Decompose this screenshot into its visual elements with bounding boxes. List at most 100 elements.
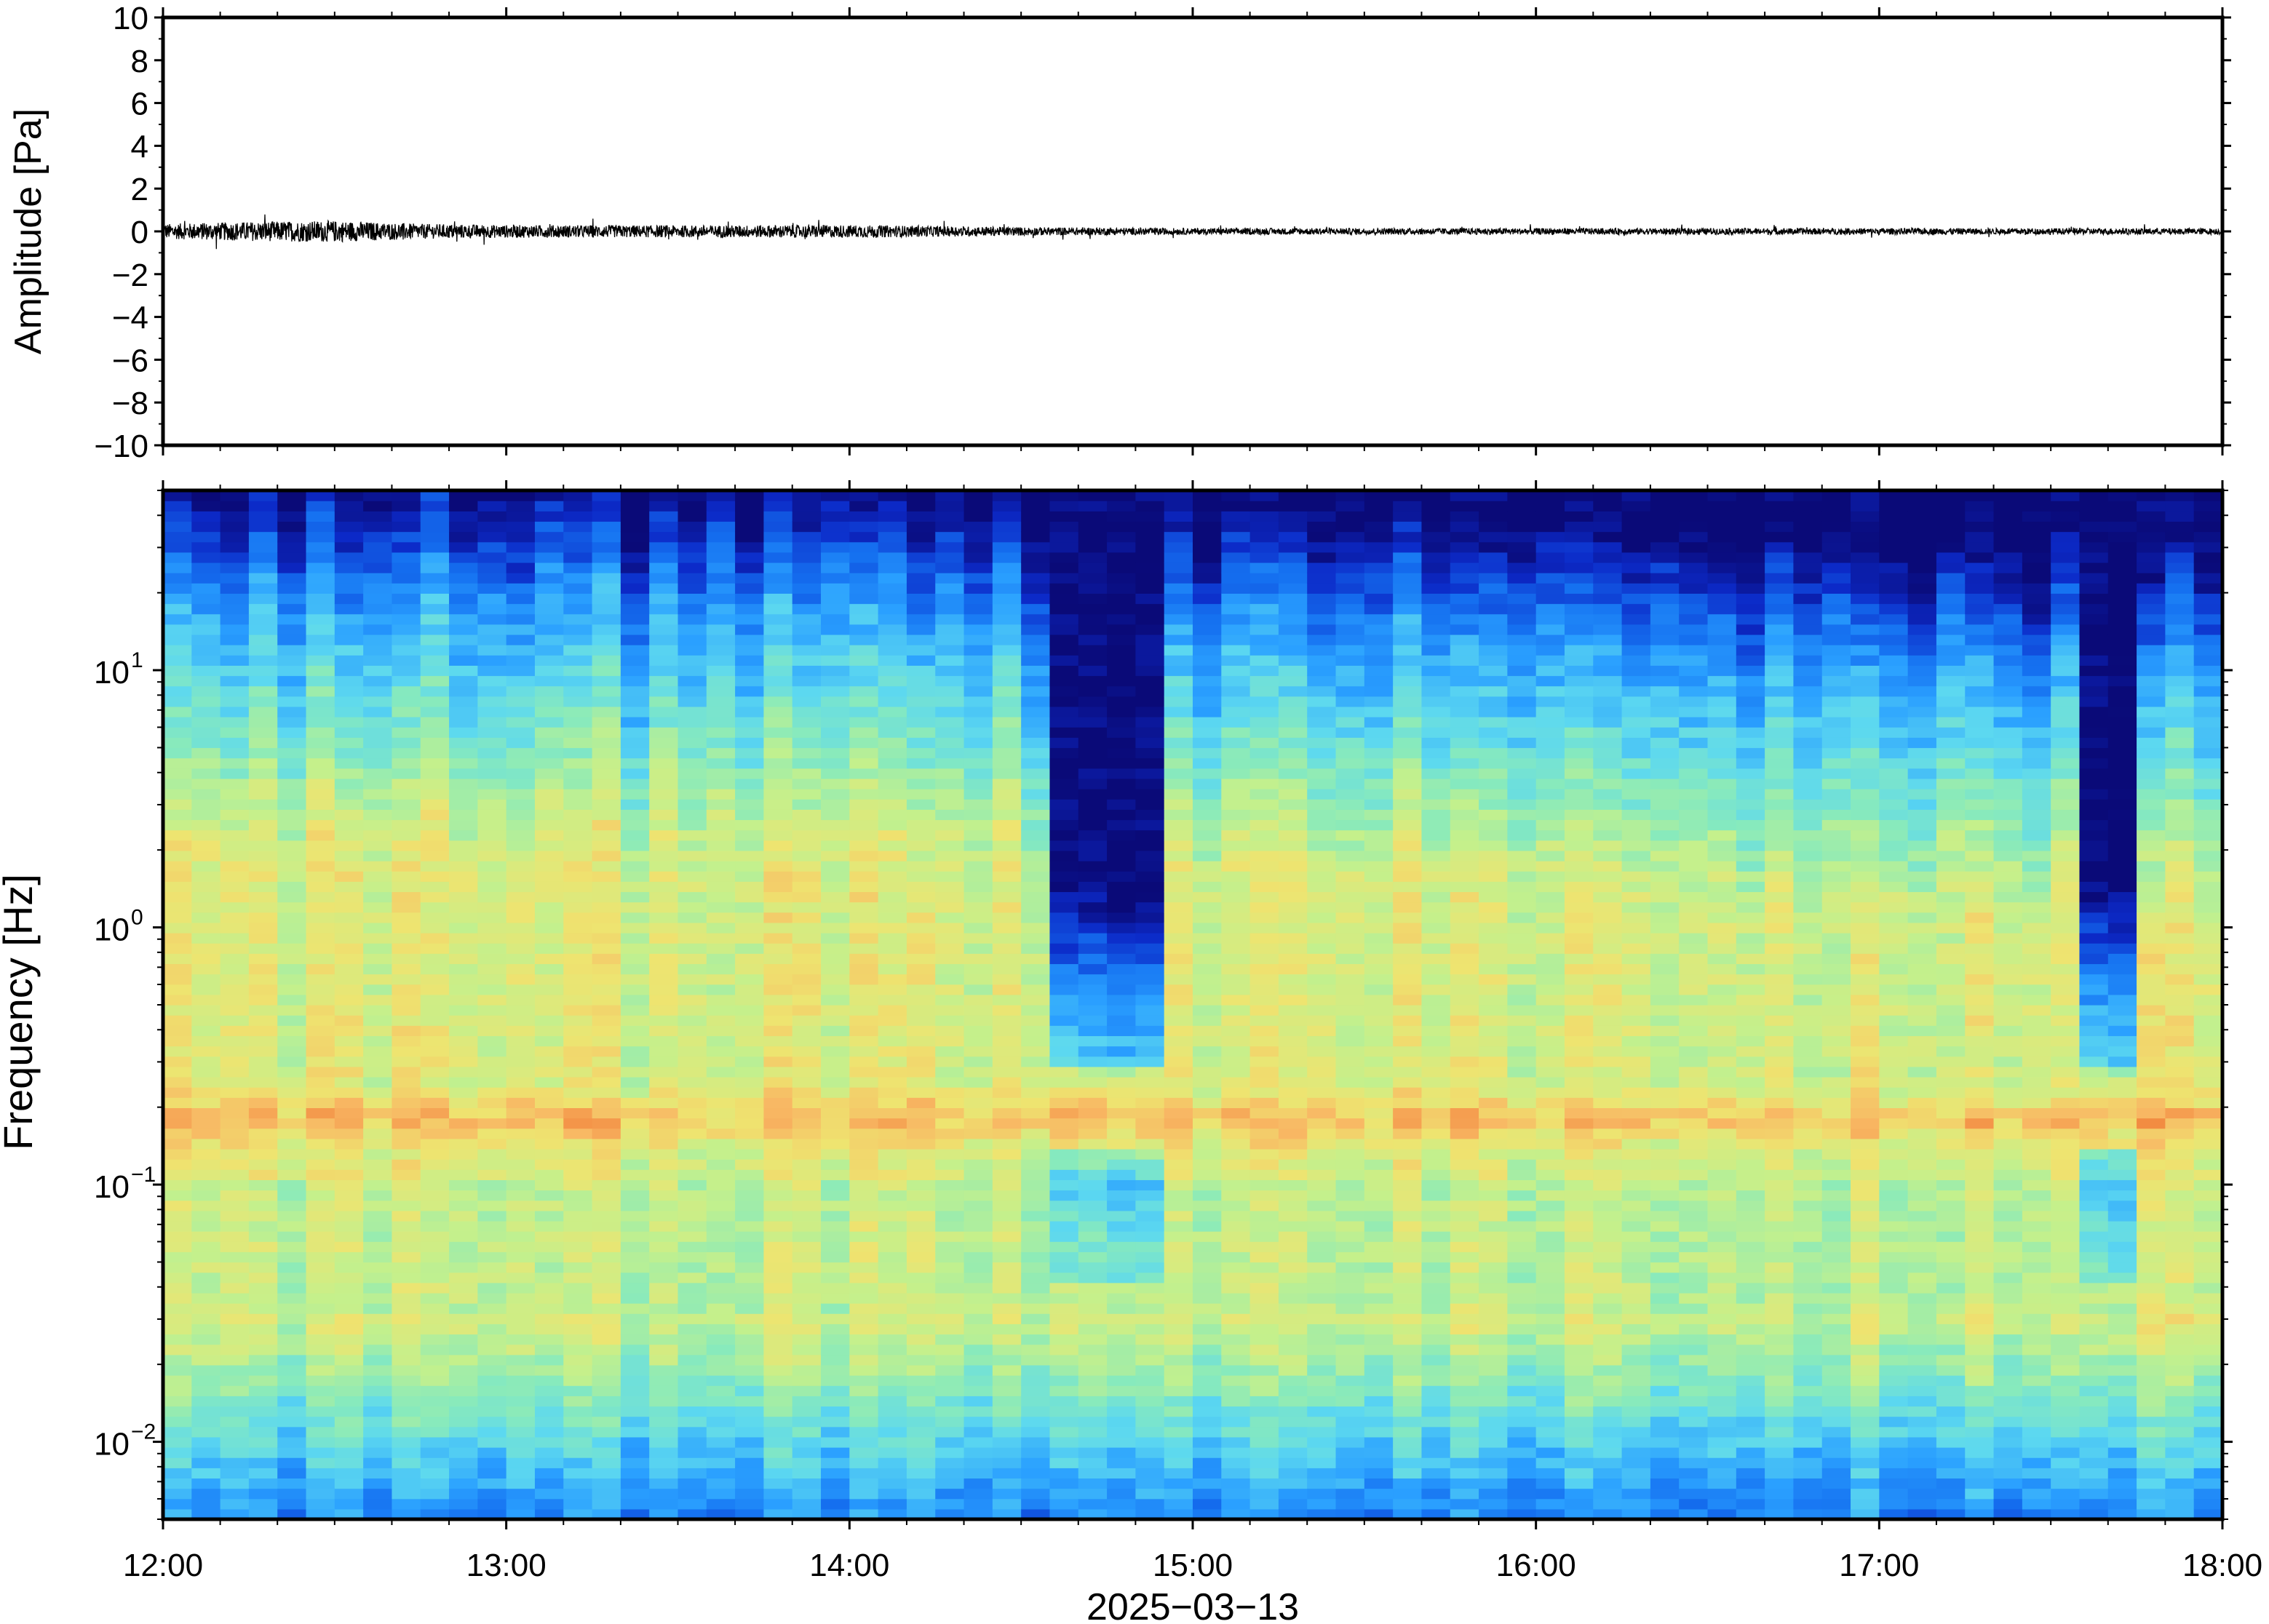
spectrogram-cell — [392, 861, 421, 872]
spectrogram-cell — [477, 1303, 507, 1314]
spectrogram-cell — [363, 665, 393, 677]
spectrogram-cell — [677, 747, 707, 759]
spectrogram-cell — [735, 1087, 765, 1098]
spectrogram-cell — [1535, 1354, 1565, 1366]
spectrogram-cell — [878, 1303, 907, 1314]
spectrogram-cell — [963, 706, 993, 717]
spectrogram-cell — [763, 1436, 793, 1448]
spectrogram-cell — [563, 531, 593, 543]
spectrogram-cell — [1164, 912, 1193, 923]
spectrogram-cell — [563, 850, 593, 861]
spectrogram-cell — [1364, 1416, 1394, 1428]
spectrogram-cell — [449, 1488, 478, 1500]
spectrogram-cell — [506, 593, 536, 605]
spectrogram-cell — [1393, 1190, 1423, 1201]
spectrogram-cell — [306, 501, 335, 512]
spectrogram-cell — [563, 1303, 593, 1314]
spectrogram-cell — [449, 1498, 478, 1510]
spectrogram-cell — [878, 727, 907, 738]
spectrogram-cell — [763, 645, 793, 656]
spectrogram-cell — [706, 1035, 736, 1047]
spectrogram-cell — [1221, 717, 1251, 728]
spectrogram-cell — [1164, 1385, 1193, 1396]
spectrogram-cell — [706, 634, 736, 645]
spectrogram-cell — [191, 1200, 221, 1211]
spectrogram-cell — [1021, 778, 1051, 789]
spectrogram-cell — [992, 1241, 1022, 1252]
spectrogram-cell — [1421, 912, 1451, 923]
spectrogram-cell — [334, 1468, 364, 1479]
spectrogram-cell — [649, 912, 679, 923]
spectrogram-cell — [792, 1292, 822, 1304]
spectrogram-cell — [792, 1344, 822, 1356]
spectrogram-cell — [334, 541, 364, 553]
spectrogram-cell — [1135, 1118, 1165, 1129]
spectrogram-cell — [735, 1076, 765, 1088]
spectrogram-cell — [1421, 1251, 1451, 1263]
spectrogram-cell — [620, 1200, 650, 1211]
spectrogram-cell — [306, 1272, 335, 1283]
spectrogram-cell — [1421, 1334, 1451, 1345]
spectrogram-cell — [449, 789, 478, 800]
spectrogram-cell — [392, 675, 421, 687]
spectrogram-cell — [620, 984, 650, 995]
spectrogram-cell — [306, 768, 335, 779]
spectrogram-cell — [1107, 531, 1136, 543]
spectrogram-cell — [1479, 573, 1508, 584]
spectrogram-cell — [1335, 706, 1365, 717]
spectrogram-cell — [878, 501, 907, 512]
spectrogram-cell — [1335, 994, 1365, 1006]
spectrogram-cell — [1278, 840, 1308, 851]
spectrogram-cell — [763, 1118, 793, 1129]
spectrogram-cell — [334, 1210, 364, 1222]
spectrogram-cell — [1249, 675, 1279, 687]
spectrogram-cell — [191, 789, 221, 800]
spectrogram-cell — [821, 1210, 850, 1222]
spectrogram-cell — [163, 511, 192, 522]
spectrogram-cell — [1307, 1107, 1337, 1119]
spectrogram-cell — [506, 511, 536, 522]
spectrogram-cell — [1421, 1478, 1451, 1489]
spectrogram-cell — [821, 1046, 850, 1057]
spectrogram-cell — [592, 1169, 621, 1180]
spectrogram-cell — [963, 717, 993, 728]
spectrogram-cell — [620, 943, 650, 954]
spectrogram-cell — [1479, 1303, 1508, 1314]
spectrogram-cell — [1307, 1190, 1337, 1201]
spectrogram-cell — [1479, 809, 1508, 821]
spectrogram-cell — [792, 593, 822, 605]
spectrogram-cell — [792, 1303, 822, 1314]
spectrogram-cell — [1049, 789, 1079, 800]
spectrogram-cell — [392, 1046, 421, 1057]
spectrogram-cell — [363, 1364, 393, 1376]
spectrogram-cell — [1078, 747, 1108, 759]
spectrogram-cell — [1135, 624, 1165, 635]
spectrogram-cell — [1221, 1457, 1251, 1468]
spectrogram-cell — [506, 655, 536, 666]
spectrogram-cell — [477, 685, 507, 697]
spectrogram-cell — [1393, 1334, 1423, 1345]
spectrogram-cell — [649, 1498, 679, 1510]
spectrogram-cell — [1421, 1066, 1451, 1078]
spectrogram-cell — [1479, 1210, 1508, 1222]
spectrogram-cell — [1164, 1159, 1193, 1170]
spectrogram-cell — [1335, 1107, 1365, 1119]
spectrogram-cell — [1393, 1488, 1423, 1500]
spectrogram-cell — [163, 1138, 192, 1150]
spectrogram-cell — [506, 1118, 536, 1129]
spectrogram-cell — [477, 1107, 507, 1119]
spectrogram-cell — [363, 922, 393, 934]
spectrogram-cell — [1335, 1282, 1365, 1294]
spectrogram-cell — [1393, 1005, 1423, 1016]
spectrogram-cell — [849, 717, 879, 728]
spectrogram-cell — [277, 727, 307, 738]
spectrogram-cell — [1364, 1457, 1394, 1468]
spectrogram-cell — [1450, 552, 1479, 563]
spectrogram-cell — [735, 1231, 765, 1242]
spectrogram-cell — [878, 1066, 907, 1078]
spectrogram-cell — [1307, 1015, 1337, 1026]
spectrogram-cell — [592, 511, 621, 522]
spectrogram-cell — [420, 1478, 450, 1489]
spectrogram-cell — [363, 1179, 393, 1191]
spectrogram-cell — [191, 1210, 221, 1222]
